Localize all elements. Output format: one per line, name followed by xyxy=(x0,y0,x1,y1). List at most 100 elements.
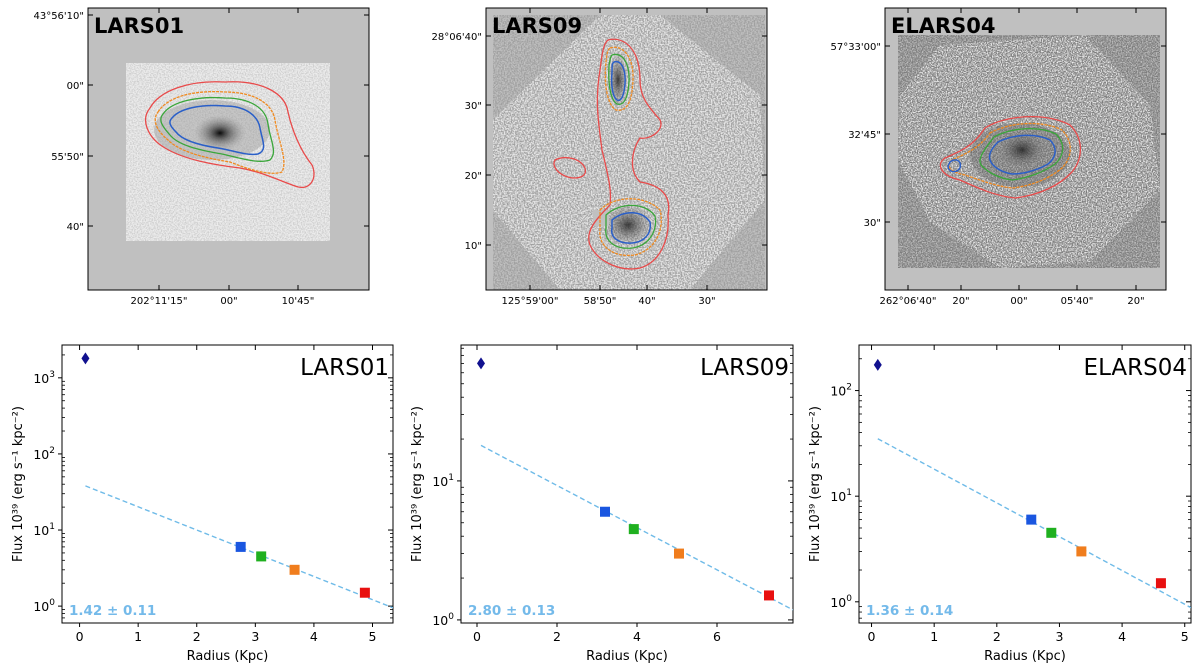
data-point xyxy=(600,506,610,517)
x-tick-label: 30" xyxy=(698,296,715,307)
data-point xyxy=(256,551,267,562)
scatter-panel-lars01: 100 101 102 103 0 1 2 3 4 5 Radius (Kpc) Flux 10³⁹ … xyxy=(11,344,394,664)
x-tick-label: 262°06'40" xyxy=(880,296,937,307)
panel-title: LARS01 xyxy=(300,355,389,381)
data-point xyxy=(1076,546,1087,557)
x-tick-label: 0 xyxy=(76,629,84,644)
contour-red-patch xyxy=(553,157,587,179)
x-tick-labels: 262°06'40" 20" 00" 05'40" 20" xyxy=(880,8,1145,307)
image-frame xyxy=(884,7,1167,291)
data-point xyxy=(289,564,300,575)
x-tick-label: 5 xyxy=(1181,629,1189,644)
x-tick-label: 58'50" xyxy=(584,296,617,307)
y-tick-label: 102 xyxy=(33,446,55,462)
y-tick-label: 100 xyxy=(33,598,55,614)
y-axis-label: Flux 10³⁹ (erg s⁻¹ kpc⁻²) xyxy=(808,406,823,562)
y-tick-label: 55'50" xyxy=(51,152,84,163)
y-minor-ticks xyxy=(859,358,1191,619)
contour-green xyxy=(979,128,1064,181)
y-tick-label: 43°56'10" xyxy=(33,11,84,22)
slope-label: 1.42 ± 0.11 xyxy=(69,603,156,619)
contour-red xyxy=(588,38,670,270)
y-tick-label: 101 xyxy=(33,522,55,538)
data-point xyxy=(1046,527,1057,538)
x-axis-label: Radius (Kpc) xyxy=(586,649,668,664)
y-tick-label: 30" xyxy=(465,101,482,112)
x-tick-label: 3 xyxy=(1055,629,1063,644)
image-title: ELARS04 xyxy=(891,14,996,38)
panel-title: LARS09 xyxy=(700,355,789,381)
y-axis-label: Flux 10³⁹ (erg s⁻¹ kpc⁻²) xyxy=(11,406,26,562)
y-tick-labels: 28°06'40" 30" 20" 10" xyxy=(431,32,767,252)
data-point xyxy=(359,587,370,598)
x-ticks: 0 1 2 3 4 5 xyxy=(868,345,1189,644)
x-tick-label: 3 xyxy=(251,629,259,644)
image-noise xyxy=(493,15,765,290)
image-panel-elars04: ELARS04 57°33'00" 32'45" 30" 262°06'40" … xyxy=(830,7,1167,307)
y-tick-label: 10" xyxy=(465,241,482,252)
x-tick-labels: 125°59'00" 58'50" 40" 30" xyxy=(502,8,716,307)
fit-line xyxy=(85,485,393,609)
contour-green xyxy=(160,96,275,162)
plot-frame xyxy=(61,344,394,624)
data-point xyxy=(764,590,774,601)
data-point xyxy=(1155,578,1166,589)
central-flux-point xyxy=(477,357,485,370)
masked-region xyxy=(593,210,609,226)
x-tick-labels: 202°11'15" 00" 10'45" xyxy=(131,8,315,307)
plot-content xyxy=(85,485,393,609)
x-tick-label: 05'40" xyxy=(1061,296,1094,307)
scatter-panel-elars04: 100 101 102 0 1 2 3 4 5 Radius (Kpc) Flux 10³⁹ (er… xyxy=(808,344,1192,664)
y-tick-label: 100 xyxy=(830,594,852,610)
y-tick-label: 101 xyxy=(432,473,454,489)
slope-label: 2.80 ± 0.13 xyxy=(468,603,555,619)
y-minor-ticks xyxy=(461,347,793,579)
galaxy-core xyxy=(998,132,1046,168)
x-ticks: 0 2 4 6 xyxy=(473,345,721,644)
x-tick-label: 4 xyxy=(310,629,318,644)
x-tick-label: 4 xyxy=(1118,629,1126,644)
x-tick-label: 6 xyxy=(713,629,721,644)
data-point xyxy=(628,524,639,535)
contour-blue xyxy=(947,134,1056,175)
x-tick-label: 4 xyxy=(633,629,641,644)
data-point xyxy=(235,541,246,552)
y-tick-label: 100 xyxy=(432,612,454,628)
x-tick-label: 0 xyxy=(473,629,481,644)
contour-red xyxy=(145,81,315,189)
y-tick-label: 40" xyxy=(67,222,84,233)
y-tick-label: 101 xyxy=(830,488,852,504)
y-tick-label: 30" xyxy=(864,218,881,229)
y-tick-label: 103 xyxy=(33,370,55,386)
plot-content xyxy=(877,438,1191,609)
image-panel-lars01: LARS01 43°56'10" 00" 55'50" 40" 202°11'1… xyxy=(33,7,370,307)
y-axis-label: Flux 10³⁹ (erg s⁻¹ kpc⁻²) xyxy=(410,406,425,562)
image-frame xyxy=(485,7,768,291)
x-tick-label: 202°11'15" xyxy=(131,296,188,307)
galaxy-core xyxy=(194,115,246,151)
x-tick-label: 20" xyxy=(1127,296,1144,307)
x-ticks: 0 1 2 3 4 5 xyxy=(76,345,376,644)
y-tick-labels: 57°33'00" 32'45" 30" xyxy=(830,42,1166,229)
y-tick-label: 00" xyxy=(67,81,84,92)
plot-frame xyxy=(858,344,1192,624)
contour-orange xyxy=(599,46,662,257)
y-tick-labels: 43°56'10" 00" 55'50" 40" xyxy=(33,11,369,233)
contour-blue xyxy=(169,104,265,156)
plot-frame xyxy=(460,344,794,624)
x-tick-label: 0 xyxy=(868,629,876,644)
contour-blue xyxy=(610,60,652,244)
x-tick-label: 10'45" xyxy=(282,296,315,307)
data-point xyxy=(1026,514,1037,525)
galaxy-knot xyxy=(602,203,654,247)
x-tick-label: 00" xyxy=(1010,296,1027,307)
x-tick-label: 00" xyxy=(220,296,237,307)
central-flux-point xyxy=(81,352,90,365)
slope-label: 1.36 ± 0.14 xyxy=(866,603,953,619)
central-flux-point xyxy=(873,358,882,371)
image-panel-lars09: LARS09 28°06'40" 30" 20" 10" 125°59'00" … xyxy=(431,7,768,307)
y-tick-label: 57°33'00" xyxy=(830,42,881,53)
x-tick-label: 40" xyxy=(638,296,655,307)
x-tick-label: 125°59'00" xyxy=(502,296,559,307)
